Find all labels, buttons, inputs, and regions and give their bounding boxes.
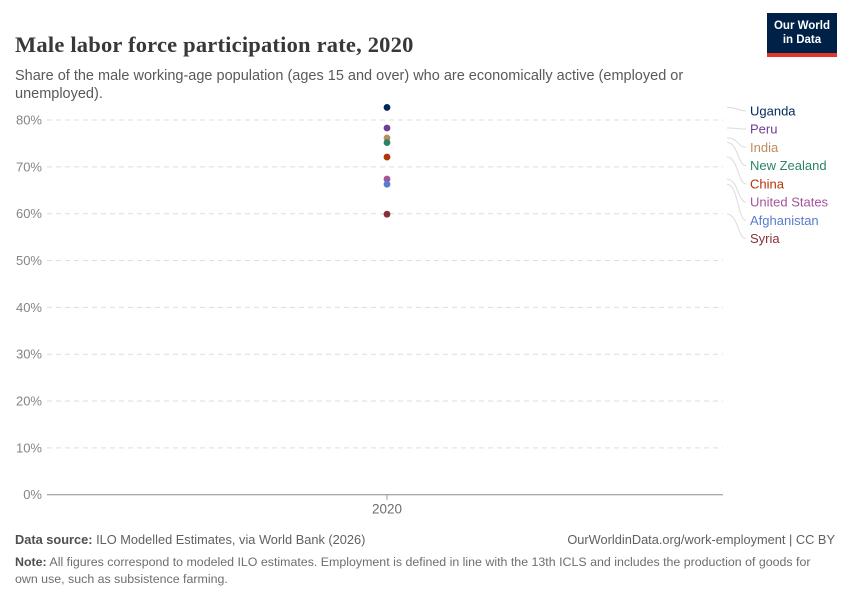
data-source-text: ILO Modelled Estimates, via World Bank (… [92,532,366,547]
y-tick-label-60: 60% [16,206,42,221]
legend-connector-china [726,156,747,185]
y-tick-label-10: 10% [16,440,42,455]
point-new-zealand[interactable] [383,139,391,146]
point-india[interactable] [383,134,391,142]
y-tick-label-30: 30% [16,347,42,362]
point-uganda[interactable] [383,104,391,111]
point-peru[interactable] [383,124,391,132]
data-source-line: Data source: ILO Modelled Estimates, via… [15,532,365,547]
chart-footer: Data source: ILO Modelled Estimates, via… [15,532,835,587]
y-tick-label-50: 50% [16,253,42,268]
note-text: All figures correspond to modeled ILO es… [15,555,811,586]
y-tick-label-80: 80% [16,113,42,128]
legend-label-united-states[interactable]: United States [750,195,829,210]
legend-label-syria[interactable]: Syria [750,231,780,246]
chart-subtitle: Share of the male working-age population… [15,67,684,103]
legend-connector-afghanistan [726,183,747,221]
footer-note: Note: All figures correspond to modeled … [15,554,835,587]
page-title: Male labor force participation rate, 202… [15,32,414,58]
owid-url-link[interactable]: OurWorldinData.org/work-employment | CC … [567,532,835,547]
legend-label-india[interactable]: India [750,140,779,155]
x-tick-label: 2020 [372,502,402,517]
y-tick-label-40: 40% [16,300,42,315]
owid-logo-stripe [766,52,837,57]
legend-label-china[interactable]: China [750,176,785,191]
legend-label-afghanistan[interactable]: Afghanistan [750,213,819,228]
owid-logo[interactable]: Our World in Data [766,13,837,57]
y-tick-label-0: 0% [23,487,42,502]
data-source-label: Data source: [15,532,93,547]
y-tick-label-20: 20% [16,394,42,409]
point-syria[interactable] [383,210,391,218]
legend-connector-india [726,137,747,148]
point-afghanistan[interactable] [383,180,391,188]
y-tick-label-70: 70% [16,159,42,174]
legend-connector-uganda [726,106,747,112]
legend-connector-new-zealand [726,142,747,167]
legend-label-uganda[interactable]: Uganda [750,103,796,118]
legend-label-peru[interactable]: Peru [750,122,777,137]
note-label: Note: [15,555,47,569]
owid-logo-line2: in Data [782,33,822,46]
legend-label-new-zealand[interactable]: New Zealand [750,158,827,173]
point-united-states[interactable] [383,175,391,183]
legend-connector-united-states [726,178,747,203]
legend-connector-peru [726,127,747,130]
legend-connector-syria [726,213,747,240]
owid-logo-line1: Our World [773,20,830,32]
point-china[interactable] [383,153,391,161]
